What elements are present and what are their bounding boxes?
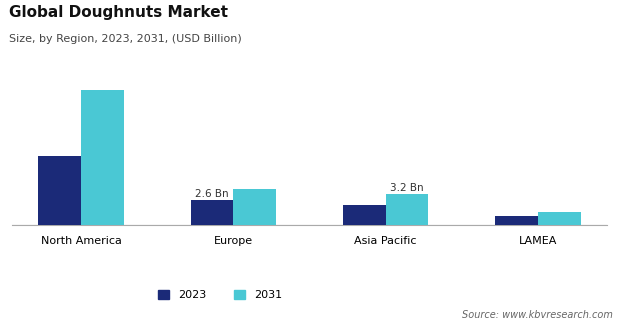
Text: Global Doughnuts Market: Global Doughnuts Market	[9, 5, 228, 20]
Bar	[538, 213, 581, 225]
Bar	[38, 156, 81, 225]
Bar	[191, 200, 233, 225]
Text: Source: www.kbvresearch.com: Source: www.kbvresearch.com	[462, 310, 613, 320]
Bar	[233, 189, 276, 225]
Bar	[386, 194, 428, 225]
Legend: 2023, 2031: 2023, 2031	[158, 290, 282, 300]
Text: 2.6 Bn: 2.6 Bn	[195, 189, 229, 199]
Text: 3.2 Bn: 3.2 Bn	[390, 183, 424, 193]
Text: Size, by Region, 2023, 2031, (USD Billion): Size, by Region, 2023, 2031, (USD Billio…	[9, 34, 242, 44]
Bar	[343, 205, 386, 225]
Bar	[81, 90, 124, 225]
Bar	[495, 216, 538, 225]
